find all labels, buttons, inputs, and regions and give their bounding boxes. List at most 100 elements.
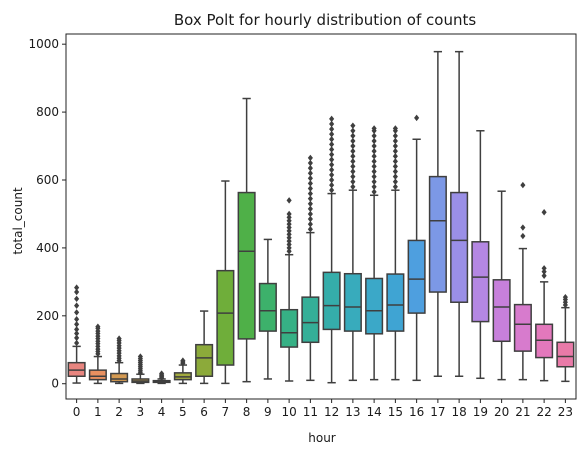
x-tick-label: 11 [303, 405, 318, 419]
iqr-box [365, 277, 384, 335]
y-tick-label: 800 [36, 105, 59, 119]
outlier-point [350, 168, 356, 175]
iqr-box [322, 271, 341, 331]
x-tick-label: 6 [200, 405, 208, 419]
y-tick-label: 400 [36, 241, 59, 255]
outlier-point [371, 158, 377, 165]
outlier-point [329, 176, 335, 184]
box-group-hour-18 [450, 50, 469, 378]
outlier-point [286, 217, 292, 224]
outlier-point [286, 197, 292, 204]
outlier-point [541, 272, 547, 279]
outlier-point [350, 142, 356, 150]
outlier-point [350, 137, 356, 145]
outlier-point [392, 137, 398, 145]
plot-frame [65, 33, 577, 400]
outlier-point [371, 153, 377, 160]
outlier-point [329, 141, 335, 148]
outlier-point [286, 234, 292, 241]
outlier-point [74, 288, 80, 296]
outlier-point [329, 161, 335, 168]
outlier-point [371, 147, 377, 155]
iqr-box [428, 175, 447, 293]
outlier-point [74, 316, 80, 323]
outlier-point [74, 339, 80, 347]
outlier-point [392, 132, 398, 140]
outlier-point [392, 153, 398, 160]
outlier-point [350, 158, 356, 165]
box-group-hour-20 [492, 190, 511, 381]
outlier-point [392, 163, 398, 170]
iqr-box [450, 191, 469, 303]
box-group-hour-7 [216, 180, 235, 385]
box-group-hour-9 [258, 238, 277, 380]
outlier-point [329, 181, 335, 189]
outlier-point [286, 231, 292, 238]
outlier-point [307, 215, 313, 223]
box-group-hour-12 [322, 115, 341, 384]
outlier-point [329, 166, 335, 174]
box-group-hour-11 [301, 154, 320, 382]
iqr-box [343, 272, 362, 332]
iqr-box [471, 241, 490, 323]
outlier-point [74, 321, 80, 328]
outlier-point [371, 168, 377, 175]
iqr-box [237, 191, 256, 340]
outlier-point [350, 127, 356, 134]
box-group-hour-19 [471, 130, 490, 380]
chart-title: Box Polt for hourly distribution of coun… [174, 11, 477, 29]
iqr-box [301, 296, 320, 344]
iqr-box [407, 239, 426, 314]
outlier-point [307, 220, 313, 228]
box-group-hour-5 [173, 357, 192, 385]
x-tick-label: 12 [324, 405, 339, 419]
iqr-box [258, 282, 277, 332]
outlier-point [286, 241, 292, 248]
x-tick-label: 21 [515, 405, 530, 419]
box-group-hour-0 [67, 284, 86, 384]
box-group-hour-23 [556, 293, 575, 383]
x-tick-label: 1 [94, 405, 102, 419]
outlier-point [74, 302, 80, 309]
outlier-point [392, 125, 398, 132]
box-group-hour-3 [131, 353, 150, 385]
box-group-hour-1 [88, 323, 107, 385]
outlier-point [286, 244, 292, 252]
outlier-point [286, 220, 292, 228]
outlier-point [371, 137, 377, 145]
x-tick-label: 10 [281, 405, 296, 419]
outlier-point [392, 173, 398, 180]
outlier-point [392, 147, 398, 155]
iqr-box [195, 343, 214, 378]
outlier-point [520, 181, 526, 189]
outlier-point [371, 173, 377, 180]
outlier-point [329, 136, 335, 143]
box-group-hour-6 [195, 310, 214, 385]
outlier-point [307, 195, 313, 202]
outlier-point [392, 158, 398, 165]
box-group-hour-8 [237, 97, 256, 383]
outlier-point [350, 178, 356, 185]
outlier-point [307, 164, 313, 172]
outlier-point [307, 175, 313, 182]
plot-area [67, 50, 575, 385]
outlier-point [307, 200, 313, 207]
outlier-point [520, 224, 526, 231]
outlier-point [329, 171, 335, 179]
x-tick-label: 13 [345, 405, 360, 419]
x-tick-label: 3 [137, 405, 145, 419]
outlier-point [371, 178, 377, 185]
outlier-point [350, 163, 356, 170]
outlier-point [95, 323, 101, 330]
y-tick-label: 600 [36, 173, 59, 187]
outlier-point [392, 142, 398, 150]
outlier-point [350, 153, 356, 160]
outlier-point [329, 151, 335, 158]
outlier-point [286, 224, 292, 231]
outlier-point [307, 159, 313, 167]
iqr-box [556, 341, 575, 368]
box-group-hour-16 [407, 114, 426, 382]
x-tick-label: 19 [473, 405, 488, 419]
box-group-hour-4 [152, 370, 171, 385]
outlier-point [520, 232, 526, 240]
